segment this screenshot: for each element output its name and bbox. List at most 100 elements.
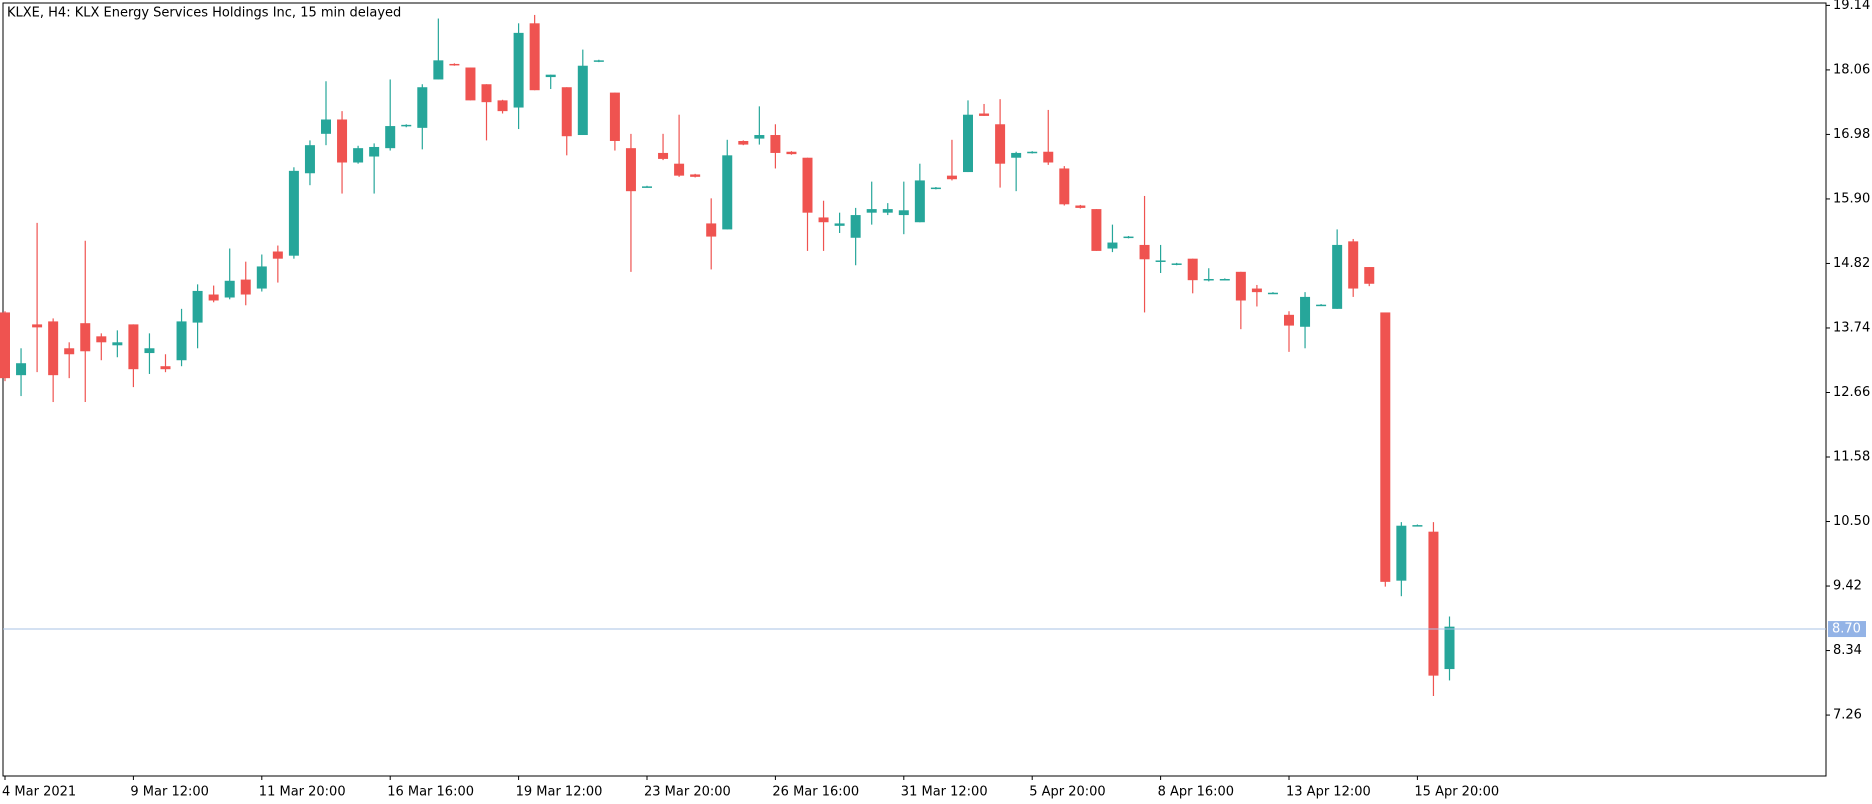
candle-body (160, 366, 171, 370)
candle-body (385, 126, 396, 149)
candle-body (1123, 236, 1134, 239)
x-tick-label: 16 Mar 16:00 (387, 785, 474, 800)
candle-body (465, 67, 476, 101)
candle-body (449, 63, 460, 66)
y-tick-label: 9.42 (1833, 579, 1862, 594)
candle-body (513, 32, 524, 108)
candle-body (417, 87, 428, 128)
candle-body (1059, 168, 1070, 205)
x-tick-label: 8 Apr 16:00 (1158, 785, 1235, 800)
candle-body (979, 113, 990, 116)
candle-body (754, 135, 765, 139)
candle-body (1267, 292, 1278, 295)
candle-body (1251, 288, 1262, 293)
candle-body (1219, 278, 1230, 281)
y-tick-label: 15.90 (1833, 191, 1870, 206)
candle-body (577, 65, 588, 136)
candle-body (353, 148, 364, 163)
candle-body (224, 280, 235, 298)
candle-body (786, 151, 797, 155)
candle-body (96, 336, 107, 343)
candle-body (545, 74, 556, 78)
candle-body (1316, 304, 1327, 307)
candle-body (16, 363, 27, 376)
candle-body (722, 155, 733, 230)
candle-body (32, 324, 43, 328)
candle-body (625, 148, 636, 192)
candle-body (561, 87, 572, 137)
candle-body (288, 170, 299, 256)
candle-body (112, 342, 123, 346)
candle-body (321, 119, 331, 134)
x-tick-label: 19 Mar 12:00 (516, 785, 603, 800)
candle-body (642, 186, 652, 188)
candle-body (914, 180, 925, 223)
candle-body (1203, 278, 1214, 281)
candle-body (192, 290, 203, 323)
candle-body (593, 60, 604, 62)
x-tick-label: 5 Apr 20:00 (1029, 785, 1106, 800)
x-tick-label: 23 Mar 20:00 (644, 785, 731, 800)
y-tick-label: 11.58 (1833, 450, 1870, 465)
x-tick-label: 11 Mar 20:00 (259, 785, 346, 800)
y-tick-label: 14.82 (1833, 256, 1870, 271)
candle-body (1091, 209, 1102, 251)
candle-body (144, 348, 155, 354)
x-tick-label: 15 Apr 20:00 (1414, 785, 1499, 800)
candle-body (898, 210, 909, 216)
candle-body (208, 294, 219, 301)
candle-body (1139, 244, 1150, 260)
x-tick-label: 26 Mar 16:00 (772, 785, 859, 800)
candle-body (1444, 626, 1455, 670)
candle-body (1396, 525, 1407, 581)
candle-body (706, 223, 717, 237)
candle-body (0, 312, 10, 379)
y-tick-label: 10.50 (1833, 514, 1870, 529)
candle-body (1107, 242, 1118, 249)
candle-body (529, 23, 540, 91)
candle-body (1364, 267, 1375, 284)
candle-body (1380, 312, 1391, 582)
chart-title: KLXE, H4: KLX Energy Services Holdings I… (7, 6, 401, 21)
y-tick-label: 12.66 (1833, 385, 1870, 400)
candle-body (658, 152, 669, 159)
candle-body (850, 215, 861, 238)
candle-body (1284, 314, 1294, 326)
candle-body (1075, 205, 1086, 208)
candle-body (690, 174, 701, 177)
candle-body (128, 324, 139, 370)
y-tick-label: 19.14 (1833, 0, 1870, 13)
x-tick-label: 4 Mar 2021 (2, 785, 76, 800)
candle-body (1027, 151, 1038, 154)
candle-body (48, 321, 59, 376)
candle-body (401, 124, 412, 127)
candle-body (930, 187, 941, 190)
candle-body (1428, 531, 1439, 676)
y-tick-label: 16.98 (1833, 127, 1870, 142)
candle-body (995, 124, 1006, 164)
x-tick-label: 31 Mar 12:00 (901, 785, 988, 800)
candle-body (882, 209, 893, 213)
candle-body (176, 321, 187, 361)
candle-body (80, 323, 91, 352)
candle-body (770, 135, 781, 153)
y-tick-label: 8.34 (1833, 643, 1862, 658)
candle-body (1043, 151, 1054, 163)
candle-body (433, 60, 444, 80)
candle-body (963, 114, 973, 173)
candle-body (337, 119, 348, 163)
candle-body (1187, 258, 1198, 281)
candle-body (674, 163, 685, 176)
candle-body (1171, 263, 1182, 265)
candle-body (1348, 241, 1359, 289)
candle-body (1300, 296, 1311, 327)
x-tick-label: 9 Mar 12:00 (130, 785, 209, 800)
candle-body (738, 140, 749, 145)
y-tick-label: 13.74 (1833, 320, 1870, 335)
candle-body (1235, 271, 1246, 301)
candle-body (240, 279, 251, 295)
candle-body (946, 175, 957, 180)
candle-body (304, 145, 315, 174)
